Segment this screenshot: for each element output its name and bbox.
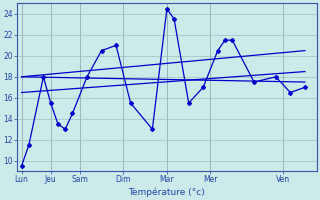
X-axis label: Température (°c): Température (°c) <box>129 187 205 197</box>
